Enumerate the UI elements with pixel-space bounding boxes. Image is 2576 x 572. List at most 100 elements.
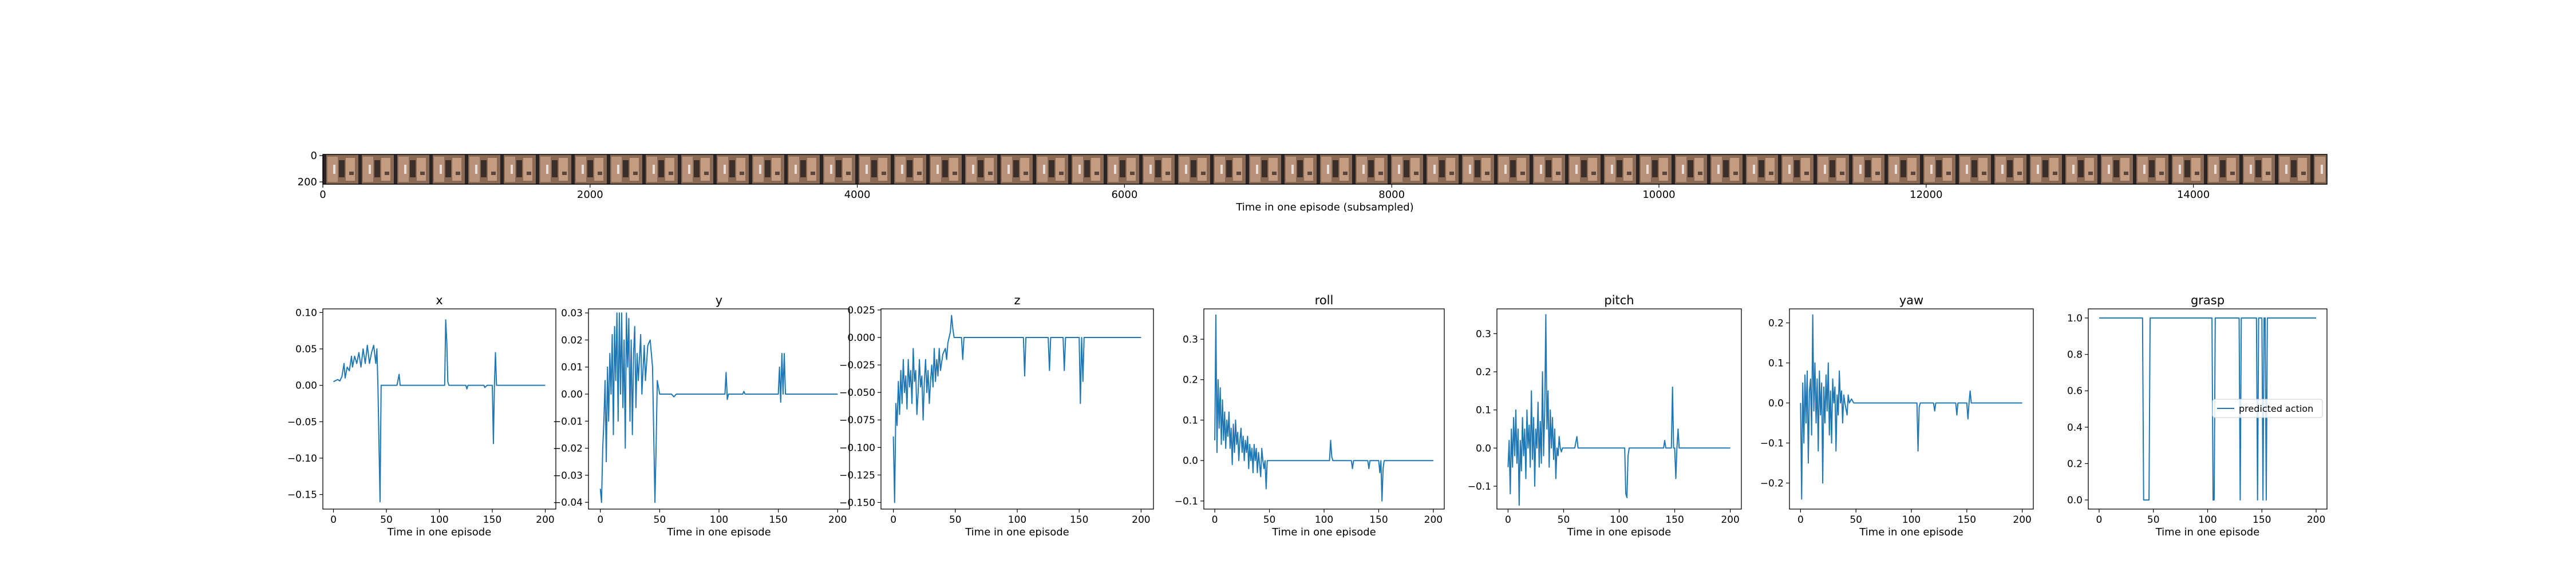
x-tick-label: 100 bbox=[2198, 514, 2217, 526]
series-line-y bbox=[599, 312, 838, 503]
x-axis-label: Time in one episode bbox=[666, 526, 771, 538]
strip-x-tick-label: 2000 bbox=[577, 189, 603, 201]
x-axis-label: Time in one episode bbox=[2155, 526, 2260, 538]
x-tick-label: 150 bbox=[483, 514, 501, 526]
y-tick-label: 0.0 bbox=[2067, 495, 2083, 506]
x-tick-label: 200 bbox=[2013, 514, 2031, 526]
subplot-title: x bbox=[436, 293, 442, 307]
plot-frame bbox=[322, 308, 556, 510]
y-tick-label: 0.6 bbox=[2067, 386, 2083, 397]
x-tick-label: 0 bbox=[330, 514, 337, 526]
x-tick-label: 0 bbox=[597, 514, 603, 526]
subplot-title: pitch bbox=[1604, 293, 1634, 307]
x-tick-label: 100 bbox=[1902, 514, 1921, 526]
x-tick-label: 150 bbox=[1369, 514, 1388, 526]
x-tick-label: 150 bbox=[1958, 514, 1976, 526]
x-axis-label: Time in one episode bbox=[965, 526, 1069, 538]
x-tick-label: 50 bbox=[2147, 514, 2160, 526]
y-tick-label: 1.0 bbox=[2067, 313, 2083, 324]
y-tick-label: 0.00 bbox=[561, 389, 583, 400]
series-line-roll bbox=[1214, 314, 1433, 502]
series-line-z bbox=[892, 315, 1141, 503]
x-tick-label: 50 bbox=[1263, 514, 1276, 526]
y-tick-label: 0.01 bbox=[561, 362, 583, 374]
y-tick-label: −0.150 bbox=[839, 497, 875, 509]
subplot-grasp: grasp 0 50 100 150 200 1.0 0.8 0.6 0.4 0.2 0.0 Time … bbox=[2067, 293, 2328, 538]
subplot-title: yaw bbox=[1899, 293, 1923, 307]
subplot-y: y 0 50 100 150 200 0.03 0.02 0.01 0.00 −0.01 −0.02 −… bbox=[553, 293, 850, 538]
x-tick-label: 150 bbox=[2253, 514, 2271, 526]
y-tick-label: 0.0 bbox=[1476, 443, 1491, 454]
y-tick-label: 0.2 bbox=[1768, 318, 1784, 329]
y-tick-label: 0.3 bbox=[1476, 328, 1491, 340]
y-tick-label: −0.125 bbox=[839, 470, 875, 481]
x-tick-label: 200 bbox=[1424, 514, 1443, 526]
y-tick-label: 0.05 bbox=[295, 344, 317, 355]
y-tick-label: 0.3 bbox=[1183, 334, 1198, 345]
plot-frame bbox=[1203, 308, 1445, 510]
x-tick-label: 200 bbox=[828, 514, 847, 526]
y-tick-label: −0.05 bbox=[287, 416, 317, 428]
y-tick-label: −0.15 bbox=[287, 490, 317, 501]
y-tick-label: −0.02 bbox=[553, 443, 583, 455]
strip-x-tick-label: 4000 bbox=[844, 189, 871, 201]
x-tick-label: 0 bbox=[890, 514, 896, 526]
subplot-z: z 0 50 100 150 200 0.025 0.000 −0.025 −0.050 −0.07… bbox=[839, 293, 1154, 538]
series-line-x bbox=[333, 319, 546, 503]
y-tick-label: −0.2 bbox=[1760, 478, 1784, 490]
image-strip-panel: 0 2000 4000 6000 8000 10000 12000 140000200Time… bbox=[298, 150, 2328, 213]
series-line-pitch bbox=[1507, 314, 1730, 506]
y-tick-label: −0.10 bbox=[287, 453, 317, 464]
y-tick-label: −0.100 bbox=[839, 442, 875, 454]
y-tick-label: 0.00 bbox=[295, 380, 317, 392]
y-tick-label: 0.025 bbox=[847, 305, 875, 316]
y-tick-label: −0.1 bbox=[1175, 496, 1198, 507]
legend-entry: predicted action bbox=[2239, 403, 2313, 414]
x-tick-label: 50 bbox=[1850, 514, 1862, 526]
y-tick-label: 0.02 bbox=[561, 335, 583, 346]
y-tick-label: 0.2 bbox=[2067, 458, 2083, 470]
subplot-title: roll bbox=[1315, 293, 1334, 307]
image-strip bbox=[323, 154, 2327, 184]
x-tick-label: 0 bbox=[1505, 514, 1511, 526]
legend-box bbox=[2212, 399, 2323, 418]
x-tick-label: 100 bbox=[1315, 514, 1333, 526]
image-strip-frame bbox=[322, 154, 2328, 185]
x-axis-label: Time in one episode bbox=[1859, 526, 1963, 538]
x-axis-label: Time in one episode bbox=[1567, 526, 1672, 538]
x-tick-label: 100 bbox=[430, 514, 448, 526]
x-tick-label: 200 bbox=[1721, 514, 1739, 526]
strip-x-tick-label: 12000 bbox=[1910, 189, 1942, 201]
subplot-title: z bbox=[1014, 293, 1020, 307]
subplot-yaw: yaw 0 50 100 150 200 0.2 0.1 0.0 −0.1 −0.2 Time in … bbox=[1760, 293, 2034, 538]
plot-frame bbox=[1789, 308, 2034, 510]
y-tick-label: 0.0 bbox=[1768, 398, 1784, 410]
y-tick-label: −0.01 bbox=[553, 416, 583, 427]
y-tick-label: 0.03 bbox=[561, 308, 583, 319]
y-tick-label: −0.1 bbox=[1760, 438, 1784, 450]
plot-frame bbox=[880, 308, 1154, 510]
x-axis-label: Time in one episode bbox=[387, 526, 492, 538]
x-tick-label: 100 bbox=[710, 514, 728, 526]
x-tick-label: 200 bbox=[536, 514, 554, 526]
strip-x-axis-label: Time in one episode (subsampled) bbox=[1235, 201, 1413, 213]
y-tick-label: 0.4 bbox=[2067, 422, 2083, 434]
y-tick-label: −0.1 bbox=[1468, 481, 1491, 492]
x-axis-label: Time in one episode bbox=[1271, 526, 1376, 538]
x-tick-label: 50 bbox=[949, 514, 962, 526]
y-tick-label: 0.2 bbox=[1183, 375, 1198, 386]
x-tick-label: 50 bbox=[1558, 514, 1570, 526]
y-tick-label: 0.10 bbox=[295, 307, 317, 319]
x-tick-label: 150 bbox=[769, 514, 787, 526]
y-tick-label: 0.1 bbox=[1768, 358, 1784, 370]
y-tick-label: −0.04 bbox=[553, 497, 583, 509]
plot-frame bbox=[1496, 308, 1742, 510]
x-tick-label: 100 bbox=[1610, 514, 1628, 526]
subplot-pitch: pitch 0 50 100 150 200 0.3 0.2 0.1 0.0 −0.1 Time in… bbox=[1468, 293, 1742, 538]
strip-x-tick-label: 6000 bbox=[1111, 189, 1137, 201]
subplot-x: x 0 50 100 150 200 0.10 0.05 0.00 −0.05 −0.10 −0.15… bbox=[287, 293, 556, 538]
y-tick-label: −0.075 bbox=[839, 415, 875, 426]
strip-x-tick-label: 0 bbox=[319, 189, 326, 201]
x-tick-label: 150 bbox=[1665, 514, 1684, 526]
